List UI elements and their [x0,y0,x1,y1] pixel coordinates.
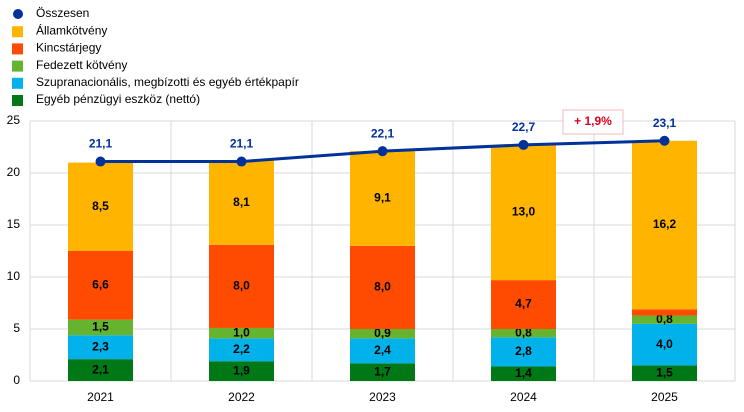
bar-segment [350,151,415,246]
legend-label: Államkötvény [36,22,107,37]
x-tick-label: 2023 [369,390,396,404]
data-label: 2,4 [374,343,391,357]
legend-marker [12,77,23,89]
annotation-box [562,109,624,135]
legend-marker [12,60,23,72]
bar-segment [209,160,274,245]
bar-segment [350,329,415,339]
bar-segment [632,315,697,324]
bar-segment [350,338,415,364]
bar-segment [68,162,133,251]
x-tick-label: 2024 [510,390,537,404]
y-tick-label: 10 [7,269,21,283]
line-marker [95,156,106,167]
bar-segment [632,365,697,381]
data-label: 1,7 [374,364,391,378]
data-label: 22,1 [371,126,395,140]
data-label: 8,5 [92,199,109,213]
bar-segment [68,251,133,320]
data-label: 1,5 [92,320,109,334]
legend-marker [12,95,23,106]
data-label: 16,2 [653,217,677,231]
data-label: 9,1 [374,191,391,205]
bar-segment [491,329,556,338]
bar-segment [491,337,556,367]
bar-segment [209,327,274,339]
line-marker [659,135,670,146]
legend-label: Kincstárjegy [36,41,101,55]
y-tick-label: 5 [13,321,20,335]
data-label: 8,1 [233,195,250,209]
legend-label: Összesen [36,6,89,20]
data-label: 8,0 [233,279,250,293]
bar-segment [209,244,274,328]
data-label: 2,2 [233,342,250,356]
data-label: 4,0 [656,337,673,351]
legend-label: Szupranacionális, megbízotti és egyéb ér… [36,75,299,89]
bar-segment [350,363,415,381]
data-label: 21,1 [89,137,113,151]
y-tick-label: 0 [13,373,20,387]
data-label: 1,0 [233,325,250,339]
bar-segment [68,319,133,336]
legend-marker [13,9,23,19]
data-label: 8,0 [374,280,391,294]
x-tick-label: 2022 [228,390,255,404]
x-tick-label: 2021 [87,390,114,404]
legend-marker [12,26,23,38]
data-label: 1,4 [515,366,532,380]
data-label: 6,6 [92,277,109,291]
line-marker [377,146,388,157]
data-label: 0,9 [374,326,391,340]
data-label: 2,3 [92,339,109,353]
data-label: 21,1 [230,137,254,151]
data-label: 4,7 [515,297,532,311]
line-marker [236,156,247,167]
data-label: 23,1 [653,116,677,130]
bar-segment [491,366,556,381]
y-tick-label: 20 [7,165,21,179]
bar-segment [632,309,697,316]
y-tick-label: 25 [7,113,21,127]
bar-segment [632,140,697,310]
legend-label: Fedezett kötvény [36,58,127,72]
bar-segment [632,323,697,366]
data-label: 22,7 [512,120,536,134]
bar-segment [68,335,133,360]
data-label: 13,0 [512,205,536,219]
data-label: 2,8 [515,344,532,358]
bar-segment [491,280,556,329]
bar-segment [350,245,415,329]
bar-segment [68,359,133,381]
legend-label: Egyéb pénzügyi eszköz (nettó) [36,92,200,106]
bar-segment [209,361,274,381]
line-marker [518,139,529,150]
data-label: 1,9 [233,363,250,377]
data-label: 1,5 [656,365,673,379]
bar-segment [491,144,556,281]
annotation: + 1,9% [574,114,612,128]
bar-segment [209,338,274,362]
data-label: 2,1 [92,362,109,376]
y-tick-label: 15 [7,217,21,231]
x-tick-label: 2025 [651,390,678,404]
legend-marker [12,43,23,55]
